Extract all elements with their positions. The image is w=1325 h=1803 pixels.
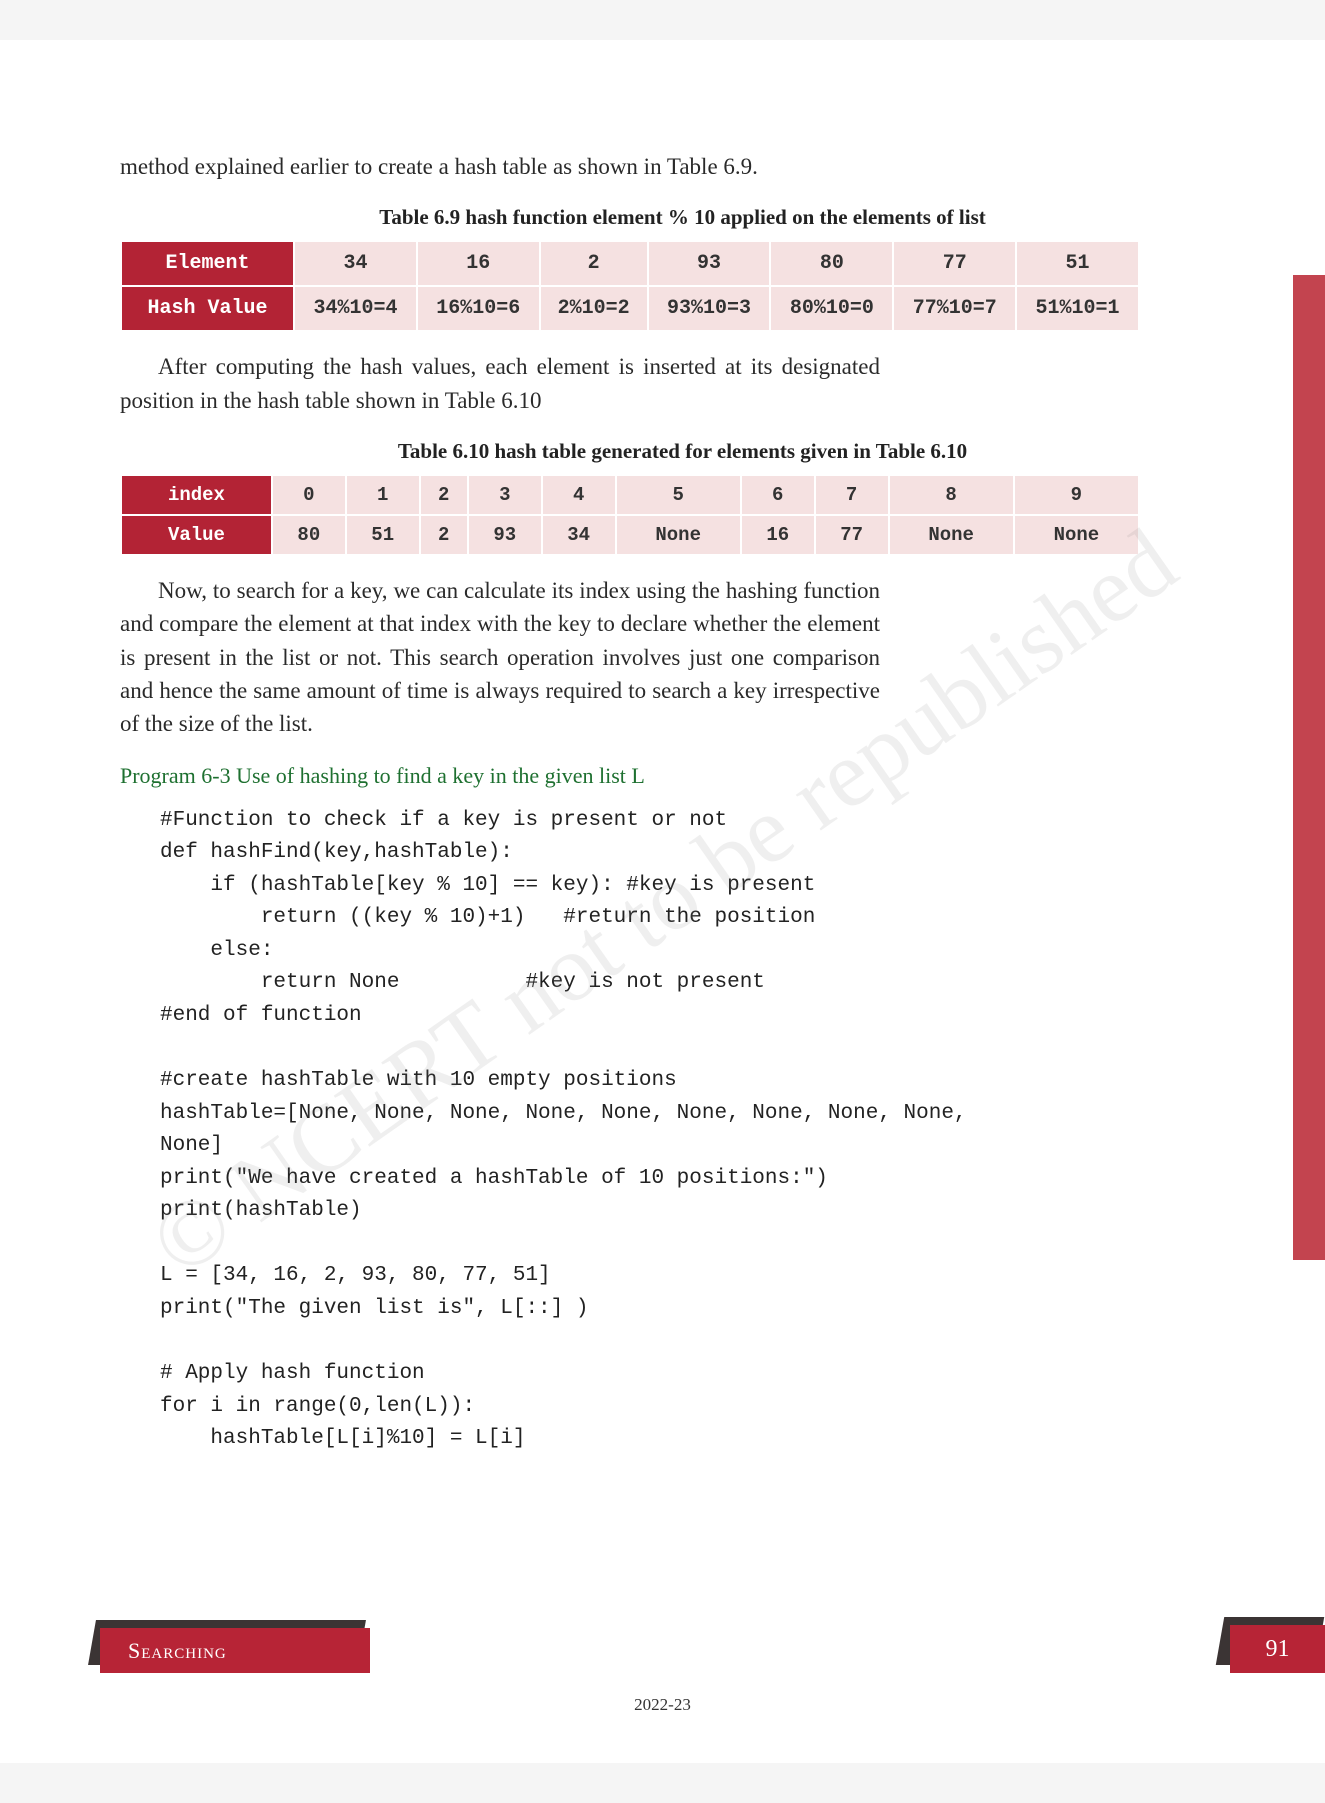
code-block: #Function to check if a key is present o… [160, 805, 1140, 1456]
row-header-element: Element [121, 241, 294, 286]
table-6-9: Element 34 16 2 93 80 77 51 Hash Value 3… [120, 240, 1140, 332]
paragraph-2: After computing the hash values, each el… [120, 350, 880, 417]
cell: 93 [648, 241, 771, 286]
row-header-value: Value [121, 515, 272, 555]
cell: 77 [893, 241, 1016, 286]
cell: 51 [1016, 241, 1139, 286]
table-row: Element 34 16 2 93 80 77 51 [121, 241, 1139, 286]
footer-page-number: 91 [1230, 1625, 1325, 1673]
cell: 16 [741, 515, 815, 555]
cell: None [616, 515, 741, 555]
table-row: Hash Value 34%10=4 16%10=6 2%10=2 93%10=… [121, 286, 1139, 331]
table-6-9-caption: Table 6.9 hash function element % 10 app… [120, 205, 1245, 230]
table-6-10-caption: Table 6.10 hash table generated for elem… [120, 439, 1245, 464]
cell: 4 [542, 475, 616, 515]
cell: 80 [272, 515, 346, 555]
cell: 51%10=1 [1016, 286, 1139, 331]
program-6-3-title: Program 6-3 Use of hashing to find a key… [120, 763, 1245, 789]
side-accent-bar [1293, 275, 1325, 1260]
cell: None [889, 515, 1014, 555]
footer-year: 2022-23 [0, 1695, 1325, 1715]
cell: 80%10=0 [770, 286, 893, 331]
paragraph-3: Now, to search for a key, we can calcula… [120, 574, 880, 741]
cell: 16%10=6 [417, 286, 540, 331]
cell: 0 [272, 475, 346, 515]
cell: 34 [542, 515, 616, 555]
cell: 2%10=2 [540, 286, 648, 331]
cell: 51 [346, 515, 420, 555]
cell: 80 [770, 241, 893, 286]
row-header-hash: Hash Value [121, 286, 294, 331]
cell: 34%10=4 [294, 286, 417, 331]
cell: 16 [417, 241, 540, 286]
cell: 77 [815, 515, 889, 555]
cell: 5 [616, 475, 741, 515]
table-row: index 0 1 2 3 4 5 6 7 8 9 [121, 475, 1139, 515]
cell: 3 [468, 475, 542, 515]
intro-paragraph: method explained earlier to create a has… [120, 150, 880, 183]
textbook-page: © NCERT not to be republished method exp… [0, 40, 1325, 1763]
cell: 9 [1014, 475, 1139, 515]
cell: 93 [468, 515, 542, 555]
cell: 2 [540, 241, 648, 286]
cell: 8 [889, 475, 1014, 515]
cell: 2 [420, 475, 468, 515]
cell: 77%10=7 [893, 286, 1016, 331]
cell: 93%10=3 [648, 286, 771, 331]
cell: 7 [815, 475, 889, 515]
cell: 6 [741, 475, 815, 515]
table-row: Value 80 51 2 93 34 None 16 77 None None [121, 515, 1139, 555]
cell: 1 [346, 475, 420, 515]
row-header-index: index [121, 475, 272, 515]
cell: None [1014, 515, 1139, 555]
chapter-name: Searching [100, 1628, 370, 1673]
cell: 2 [420, 515, 468, 555]
page-number: 91 [1230, 1625, 1325, 1673]
cell: 34 [294, 241, 417, 286]
table-6-10: index 0 1 2 3 4 5 6 7 8 9 Value 80 51 2 … [120, 474, 1140, 556]
footer-chapter-label: Searching [100, 1628, 370, 1673]
